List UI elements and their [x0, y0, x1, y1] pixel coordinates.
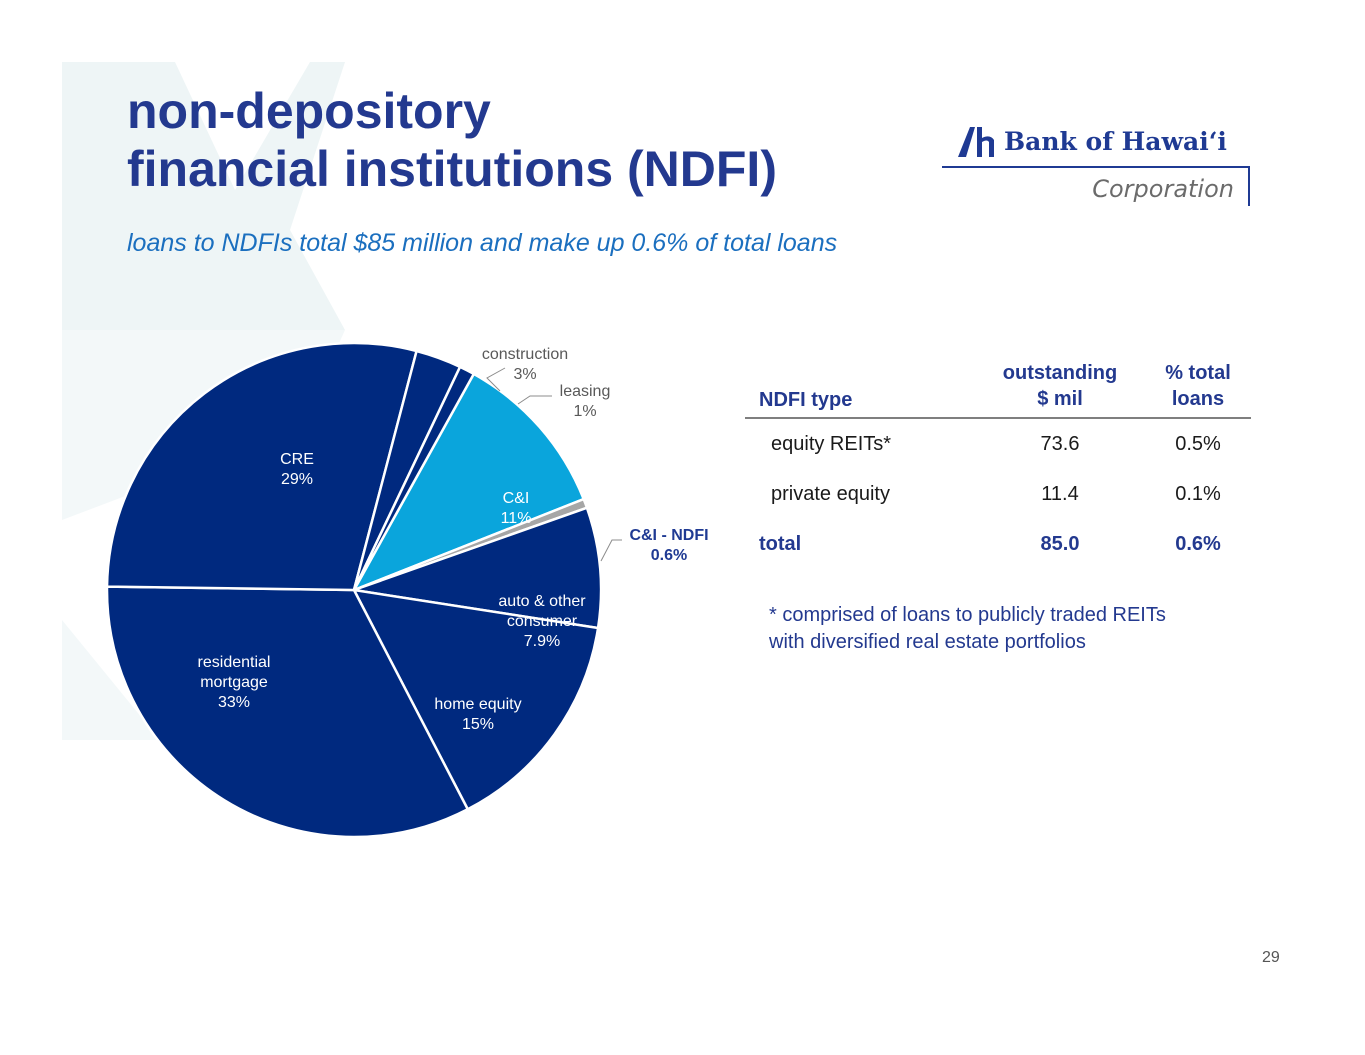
leader-ci-ndfi: [600, 539, 622, 562]
title-line-2: financial institutions (NDFI): [127, 141, 777, 197]
pie-label-leasing: leasing 1%: [560, 383, 611, 420]
pie-label-auto-line-3: 7.9%: [524, 633, 560, 650]
header-divider: [745, 417, 1251, 419]
pie-slice-auto-other-consumer: [353, 506, 603, 630]
pie-label-leasing-line-2: 1%: [573, 403, 596, 420]
header-outstanding-line1: outstanding: [1002, 362, 1118, 384]
pie-labels: CRE 29% construction 3% leasing 1% C&I 11% C&I -…: [198, 346, 709, 733]
pie-label-resid-line-1: residential: [198, 654, 271, 671]
page-title: non-depository financial institutions (N…: [127, 82, 777, 198]
title-line-1: non-depository: [127, 83, 491, 139]
page-subtitle: loans to NDFIs total $85 million and mak…: [127, 229, 838, 257]
row-private-equity-outstanding: 11.4: [1041, 483, 1079, 505]
pie-label-home-line-2: 15%: [462, 716, 494, 733]
row-total-type: total: [759, 533, 802, 555]
pie-slice-residential-mortgage: [105, 585, 470, 839]
pie-slices: [105, 341, 603, 839]
logo-corporation-text: Corporation: [1092, 175, 1234, 203]
footnote-line-1: * comprised of loans to publicly traded …: [769, 604, 1166, 626]
pie-label-auto-line-1: auto & other: [498, 593, 586, 610]
pie-label-ci-ndfi: C&I - NDFI 0.6%: [629, 527, 708, 564]
table-footnote: * comprised of loans to publicly traded …: [769, 602, 1249, 656]
logo-bank-name: Bank of Hawaiʻi: [1004, 126, 1227, 156]
row-private-equity-pct: 0.1%: [1175, 483, 1221, 505]
pie-label-home-line-1: home equity: [434, 696, 521, 713]
logo-divider: [942, 166, 1250, 168]
pie-label-ci-ndfi-line-1: C&I - NDFI: [629, 527, 708, 544]
pie-slice-home-equity: [351, 588, 600, 811]
row-equity-reits-type: equity REITs*: [771, 433, 892, 455]
header-pct-line1: % total: [1165, 362, 1231, 384]
row-equity-reits-pct: 0.5%: [1175, 433, 1221, 455]
pie-label-ci-line-1: C&I: [503, 490, 530, 507]
company-logo: Bank of Hawaiʻi Corporation: [942, 120, 1252, 210]
pie-label-construction-line-2: 3%: [513, 366, 536, 383]
logo-vertical-divider: [1248, 166, 1250, 206]
pie-label-resid: residential mortgage 33%: [198, 654, 271, 711]
row-total-pct: 0.6%: [1175, 533, 1221, 555]
pie-label-resid-line-2: mortgage: [200, 674, 268, 691]
pie-slice-cre: [105, 341, 419, 592]
pie-label-construction: construction 3%: [482, 346, 568, 383]
bank-logo-icon: [958, 127, 994, 157]
pie-label-leasing-line-1: leasing: [560, 383, 611, 400]
header-ndfi-type: NDFI type: [759, 389, 853, 411]
pie-label-resid-line-3: 33%: [218, 694, 250, 711]
pie-label-cre-line-1: CRE: [280, 451, 314, 468]
pie-slice-leasing: [352, 365, 476, 591]
pie-label-cre-line-2: 29%: [281, 471, 313, 488]
pie-label-auto-line-2: consumer: [507, 613, 578, 630]
row-total-outstanding: 85.0: [1040, 533, 1080, 555]
loan-mix-pie-chart: CRE 29% construction 3% leasing 1% C&I 11% C&I -…: [105, 341, 709, 839]
leader-leasing: [517, 395, 552, 405]
pie-label-ci-line-2: 11%: [501, 510, 532, 527]
header-pct-line2: loans: [1171, 388, 1225, 410]
pie-slice-c-i: [351, 372, 586, 593]
pie-label-auto: auto & other consumer 7.9%: [498, 593, 586, 650]
pie-label-ci: C&I 11%: [501, 490, 532, 527]
pie-label-cre: CRE 29%: [280, 451, 314, 488]
pie-leader-lines: [486, 367, 622, 562]
row-equity-reits-outstanding: 73.6: [1040, 433, 1080, 455]
row-private-equity-type: private equity: [771, 483, 890, 505]
pie-label-ci-ndfi-line-2: 0.6%: [651, 547, 687, 564]
header-outstanding-line2: $ mil: [1037, 388, 1083, 410]
page-number: 29: [1262, 949, 1280, 966]
pie-label-home: home equity 15%: [434, 696, 521, 733]
header-outstanding: outstanding $ mil: [985, 360, 1135, 412]
footnote-line-2: with diversified real estate portfolios: [769, 631, 1086, 653]
leader-construction: [486, 367, 506, 392]
pie-label-construction-line-1: construction: [482, 346, 568, 363]
header-pct-total-loans: % total loans: [1145, 360, 1251, 412]
